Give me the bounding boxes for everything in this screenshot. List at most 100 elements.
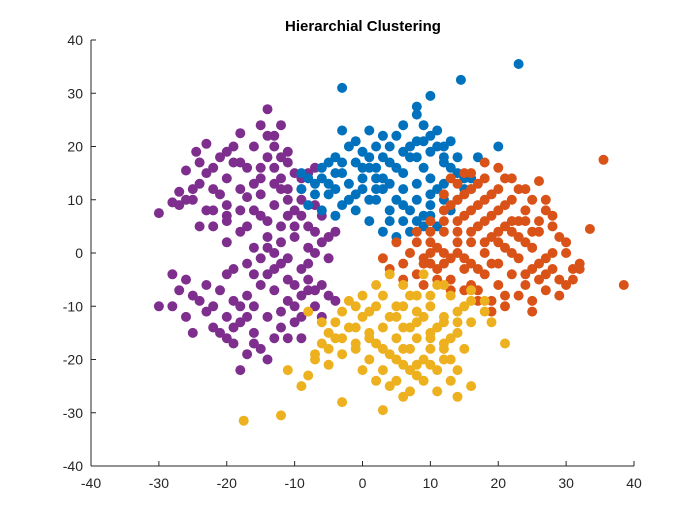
data-point	[194, 221, 205, 232]
data-point	[371, 375, 382, 386]
data-point	[391, 354, 402, 365]
data-point	[438, 343, 449, 354]
data-point	[472, 152, 483, 163]
data-point	[221, 333, 232, 344]
data-point	[201, 306, 212, 317]
data-point	[350, 205, 361, 216]
data-point	[391, 237, 402, 248]
data-point	[221, 237, 232, 248]
data-point	[323, 157, 334, 168]
data-point	[445, 173, 456, 184]
data-point	[479, 306, 490, 317]
data-point	[534, 216, 544, 227]
data-point	[527, 226, 538, 237]
x-tick-label: 20	[490, 475, 506, 491]
data-point	[377, 290, 388, 301]
data-point	[248, 141, 259, 152]
data-point	[500, 290, 510, 301]
data-point	[540, 194, 551, 205]
data-point	[377, 130, 388, 141]
data-point	[364, 125, 375, 136]
data-point	[310, 301, 320, 312]
data-point	[337, 82, 348, 93]
data-point	[276, 410, 286, 421]
data-point	[561, 280, 572, 290]
data-point	[276, 120, 286, 131]
data-point	[194, 157, 205, 168]
data-point	[228, 338, 239, 349]
data-point	[228, 322, 239, 333]
data-point	[364, 216, 375, 227]
data-point	[438, 311, 449, 322]
data-point	[520, 269, 531, 280]
data-point	[255, 189, 266, 200]
data-point	[153, 301, 164, 312]
data-point	[276, 258, 286, 269]
data-point	[248, 242, 259, 253]
data-point	[303, 242, 314, 253]
data-point	[384, 141, 395, 152]
data-point	[438, 248, 449, 258]
data-point	[296, 290, 307, 301]
data-point	[215, 327, 225, 338]
data-point	[242, 311, 253, 322]
data-point	[418, 375, 429, 386]
data-point	[282, 157, 293, 168]
data-point	[221, 200, 232, 211]
data-point	[248, 301, 259, 312]
data-point	[438, 280, 449, 290]
data-point	[323, 189, 334, 200]
data-point	[310, 189, 320, 200]
data-point	[316, 173, 327, 184]
data-point	[181, 311, 191, 322]
data-point	[269, 248, 280, 258]
data-point	[167, 269, 178, 280]
data-point	[398, 168, 409, 179]
data-point	[377, 226, 388, 237]
data-point	[167, 301, 178, 312]
data-point	[242, 290, 253, 301]
data-point	[398, 359, 409, 370]
data-point	[405, 386, 415, 397]
data-point	[316, 317, 327, 328]
data-point	[303, 200, 314, 211]
data-point	[242, 192, 253, 203]
data-point	[445, 274, 456, 285]
data-point	[466, 317, 477, 328]
data-point	[228, 264, 239, 274]
data-point	[323, 232, 334, 242]
data-point	[540, 253, 551, 264]
data-point	[187, 290, 198, 301]
data-point	[255, 173, 266, 184]
data-point	[486, 258, 497, 269]
data-point	[534, 274, 544, 285]
data-point	[411, 306, 422, 317]
data-point	[310, 178, 320, 189]
data-point	[330, 152, 341, 163]
data-point	[411, 109, 422, 120]
data-point	[493, 237, 504, 248]
data-point	[262, 104, 273, 115]
data-point	[398, 216, 409, 227]
data-point	[506, 226, 517, 237]
data-point	[255, 280, 266, 290]
data-point	[289, 301, 300, 312]
data-point	[418, 269, 429, 280]
data-point	[520, 280, 531, 290]
data-point	[215, 285, 225, 296]
data-point	[398, 120, 409, 131]
data-point	[432, 125, 443, 136]
data-point	[398, 280, 409, 290]
data-point	[248, 205, 259, 216]
data-point	[540, 285, 551, 296]
data-point	[248, 338, 259, 349]
data-point	[513, 216, 524, 227]
data-point	[242, 349, 253, 360]
data-point	[411, 178, 422, 189]
data-point	[391, 162, 402, 173]
data-point	[452, 365, 463, 376]
data-point	[316, 162, 327, 173]
data-point	[486, 232, 497, 242]
data-point	[269, 333, 280, 344]
data-point	[262, 232, 273, 242]
